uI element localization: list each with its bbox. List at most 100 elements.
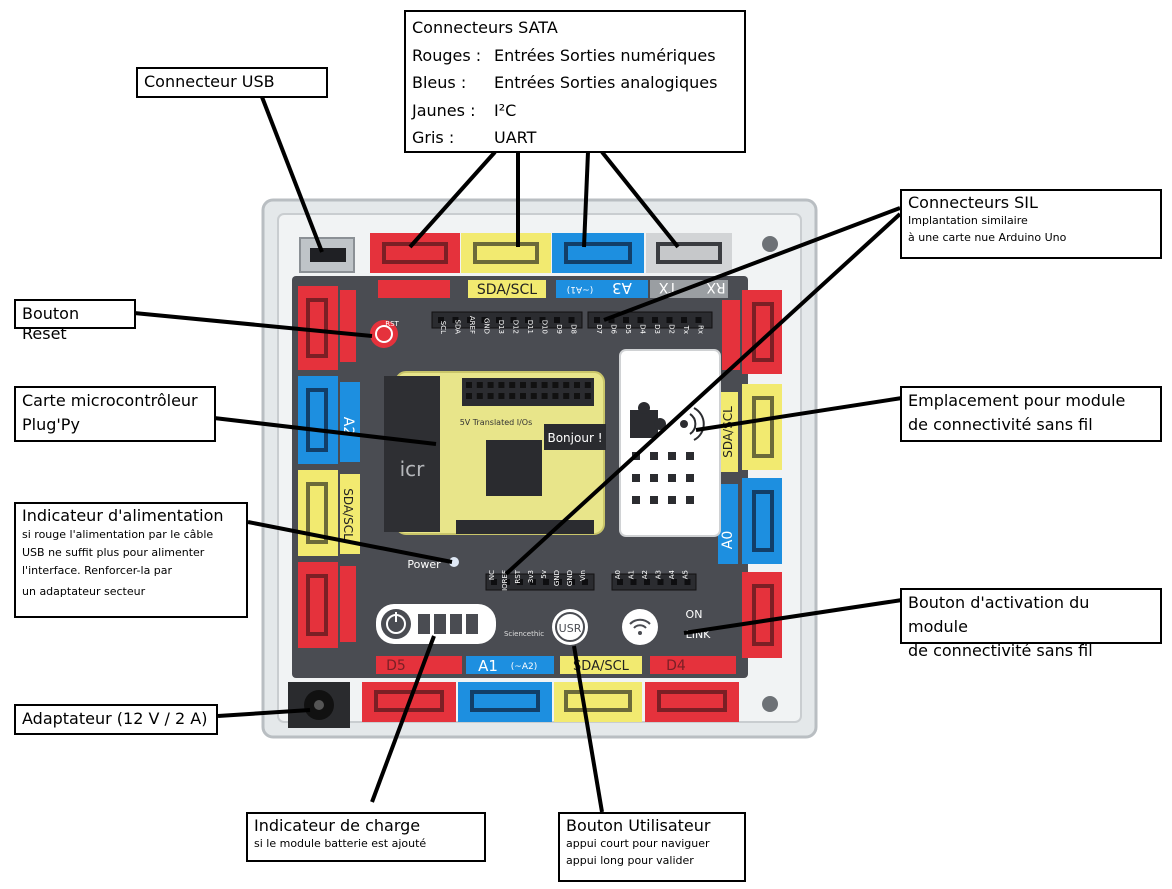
- callout-reset-button: Bouton Reset: [14, 299, 136, 343]
- pin-hole: [510, 317, 517, 323]
- module-component: [650, 452, 658, 460]
- pin-hole: [608, 317, 615, 323]
- pcb-pin: [520, 382, 526, 388]
- sil-line2: à une carte nue Arduino Uno: [908, 230, 1067, 244]
- left-blue-strip: [340, 382, 360, 462]
- callout-microcontroller: Carte microcontrôleur Plug'Py: [14, 386, 216, 442]
- pcb-pin: [530, 382, 537, 388]
- pcb-pin: [509, 382, 516, 388]
- pcb-pin: [466, 382, 472, 388]
- callout-wireless-slot: Emplacement pour module de connectivité …: [900, 386, 1162, 442]
- leader-sata-gray: [600, 150, 680, 249]
- pin-label: SDA: [454, 320, 462, 335]
- sata-row-yellow: Jaunes : I²C: [412, 97, 738, 125]
- pin-label: Tx: [682, 325, 690, 334]
- pcb-pin: [498, 393, 505, 399]
- leader-sata-blue: [582, 151, 590, 248]
- top-blue-strip: [556, 280, 648, 298]
- reset-button[interactable]: RST: [370, 320, 400, 348]
- bottom-red-label-left: D5: [386, 658, 406, 674]
- pin-hole: [657, 579, 664, 585]
- pin-label: Rx: [697, 325, 705, 334]
- charge-indicator: [376, 604, 496, 644]
- sata-connector-top-blue: [552, 233, 644, 273]
- top-blue-sublabel: (~A1): [567, 284, 593, 294]
- sata-connector-left-red-2: [298, 562, 338, 648]
- usb-title: Connecteur USB: [144, 72, 275, 91]
- left-yellow-strip: [340, 474, 360, 554]
- pin-hole: [491, 579, 497, 585]
- mcu-chip: [486, 440, 542, 496]
- pcb-pin: [466, 393, 472, 399]
- usb-connector: [299, 237, 355, 273]
- pin-hole: [543, 579, 549, 585]
- bottom-red-strip: [376, 656, 462, 674]
- pin-label: A5: [682, 570, 690, 579]
- pin-hole: [671, 579, 677, 585]
- pin-hole: [517, 579, 523, 585]
- pin-label: D2: [668, 324, 676, 334]
- pin-hole: [637, 317, 644, 323]
- bottom-blue-label: A1: [478, 657, 498, 675]
- wireless-activation-button[interactable]: [622, 609, 658, 645]
- power-line2: USB ne suffit plus pour alimenter: [22, 546, 205, 559]
- sata-connector-top-gray: [646, 233, 732, 273]
- charge-title: Indicateur de charge: [254, 816, 421, 835]
- left-red-strip-2: [340, 566, 356, 642]
- pin-hole: [617, 579, 623, 585]
- pcb-pin: [552, 382, 559, 388]
- pcb-pin: [541, 382, 548, 388]
- sil-header-bottom-pins: [491, 579, 691, 585]
- module-component: [686, 474, 694, 482]
- module-component: [668, 496, 676, 504]
- pin-label: D5: [624, 324, 632, 334]
- translated-label: 5V Translated I/Os: [460, 418, 533, 427]
- leader-wireless-button: [683, 598, 903, 635]
- pin-hole: [666, 317, 673, 323]
- reset-title: Bouton Reset: [22, 304, 80, 343]
- pin-label: D9: [555, 324, 563, 334]
- callout-user-button: Bouton Utilisateur appui court pour navi…: [558, 812, 746, 882]
- leader-reset: [133, 311, 373, 338]
- mcu-line2: Plug'Py: [22, 415, 80, 434]
- pin-label: D13: [497, 320, 505, 334]
- pin-hole: [582, 579, 588, 585]
- sata-row-gray: Gris : UART: [412, 124, 738, 152]
- pin-label: A0: [614, 570, 622, 579]
- pin-hole: [525, 317, 531, 323]
- module-component: [686, 496, 694, 504]
- pin-label: GND: [566, 570, 574, 586]
- pin-label: D4: [639, 324, 647, 334]
- top-yellow-strip: [468, 280, 546, 298]
- leader-charge: [370, 635, 436, 803]
- pin-hole: [681, 317, 687, 323]
- pin-label: D6: [610, 324, 618, 334]
- sata-connector-bottom-red-2: [645, 682, 739, 722]
- module-component: [650, 496, 658, 504]
- sata-connector-bottom-blue: [458, 682, 552, 722]
- pin-hole: [438, 317, 444, 323]
- top-red-strip: [378, 280, 450, 298]
- pin-label: A4: [668, 569, 676, 579]
- leader-adapter: [217, 708, 311, 718]
- pin-label: D10: [541, 320, 549, 334]
- left-blue-label: A2: [340, 417, 356, 435]
- user-button[interactable]: USR: [552, 609, 588, 645]
- pcb-pin: [476, 393, 483, 399]
- pin-label: Vin: [579, 570, 587, 581]
- power-line3: l'interface. Renforcer-la par: [22, 564, 173, 577]
- pcb-pin: [584, 393, 591, 399]
- leader-lines: [133, 96, 903, 813]
- pin-label: NC: [488, 570, 496, 580]
- pcb-pin: [509, 393, 516, 399]
- sata-value-red: Entrées Sorties numériques: [494, 45, 716, 65]
- wifi-signal-icon: [680, 407, 705, 441]
- callout-charge-indicator: Indicateur de charge si le module batter…: [246, 812, 486, 862]
- wireless-button-line1: Bouton d'activation du module: [908, 593, 1090, 636]
- leader-sil-top: [603, 206, 901, 322]
- pcb-pin: [487, 382, 494, 388]
- bottom-blue-sublabel: (~A2): [511, 662, 537, 672]
- pin-label: GND: [553, 570, 561, 586]
- bottom-yellow-label: SDA/SCL: [573, 659, 630, 674]
